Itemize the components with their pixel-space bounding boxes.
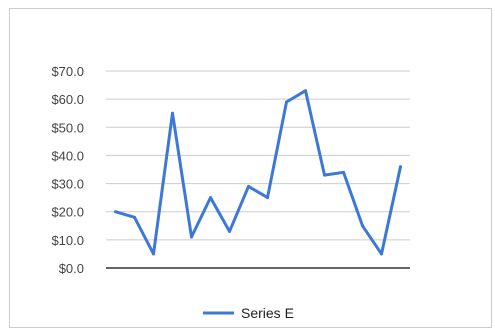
gridlines — [106, 70, 410, 241]
y-tick-label: $70.0 — [51, 64, 84, 79]
y-tick-label: $0.0 — [59, 261, 84, 276]
data-point — [304, 89, 307, 93]
y-tick-label: $50.0 — [51, 120, 84, 135]
y-tick-label: $40.0 — [51, 148, 84, 163]
y-tick-label: $10.0 — [51, 233, 84, 248]
data-point — [228, 229, 231, 233]
data-point — [133, 215, 136, 219]
chart-frame — [9, 8, 492, 328]
data-point — [209, 196, 212, 200]
data-point — [361, 224, 364, 228]
legend-label-series-e: Series E — [241, 305, 294, 321]
data-point — [114, 210, 117, 214]
data-point — [399, 165, 402, 169]
legend: Series E — [203, 305, 294, 321]
data-point — [342, 170, 345, 174]
data-point — [247, 184, 250, 188]
data-point — [171, 111, 174, 115]
series-line-0 — [115, 89, 402, 256]
series-group — [114, 89, 402, 256]
y-axis-tick-labels: $0.0 $10.0 $20.0 $30.0 $40.0 $50.0 $60.0 $70.0 — [51, 64, 84, 276]
y-tick-label: $20.0 — [51, 205, 84, 220]
data-point — [380, 252, 383, 256]
data-point — [285, 100, 288, 104]
data-point — [323, 173, 326, 177]
y-tick-label: $60.0 — [51, 92, 84, 107]
data-point — [190, 235, 193, 239]
data-point — [152, 252, 155, 256]
data-point — [266, 196, 269, 200]
y-tick-label: $30.0 — [51, 177, 84, 192]
